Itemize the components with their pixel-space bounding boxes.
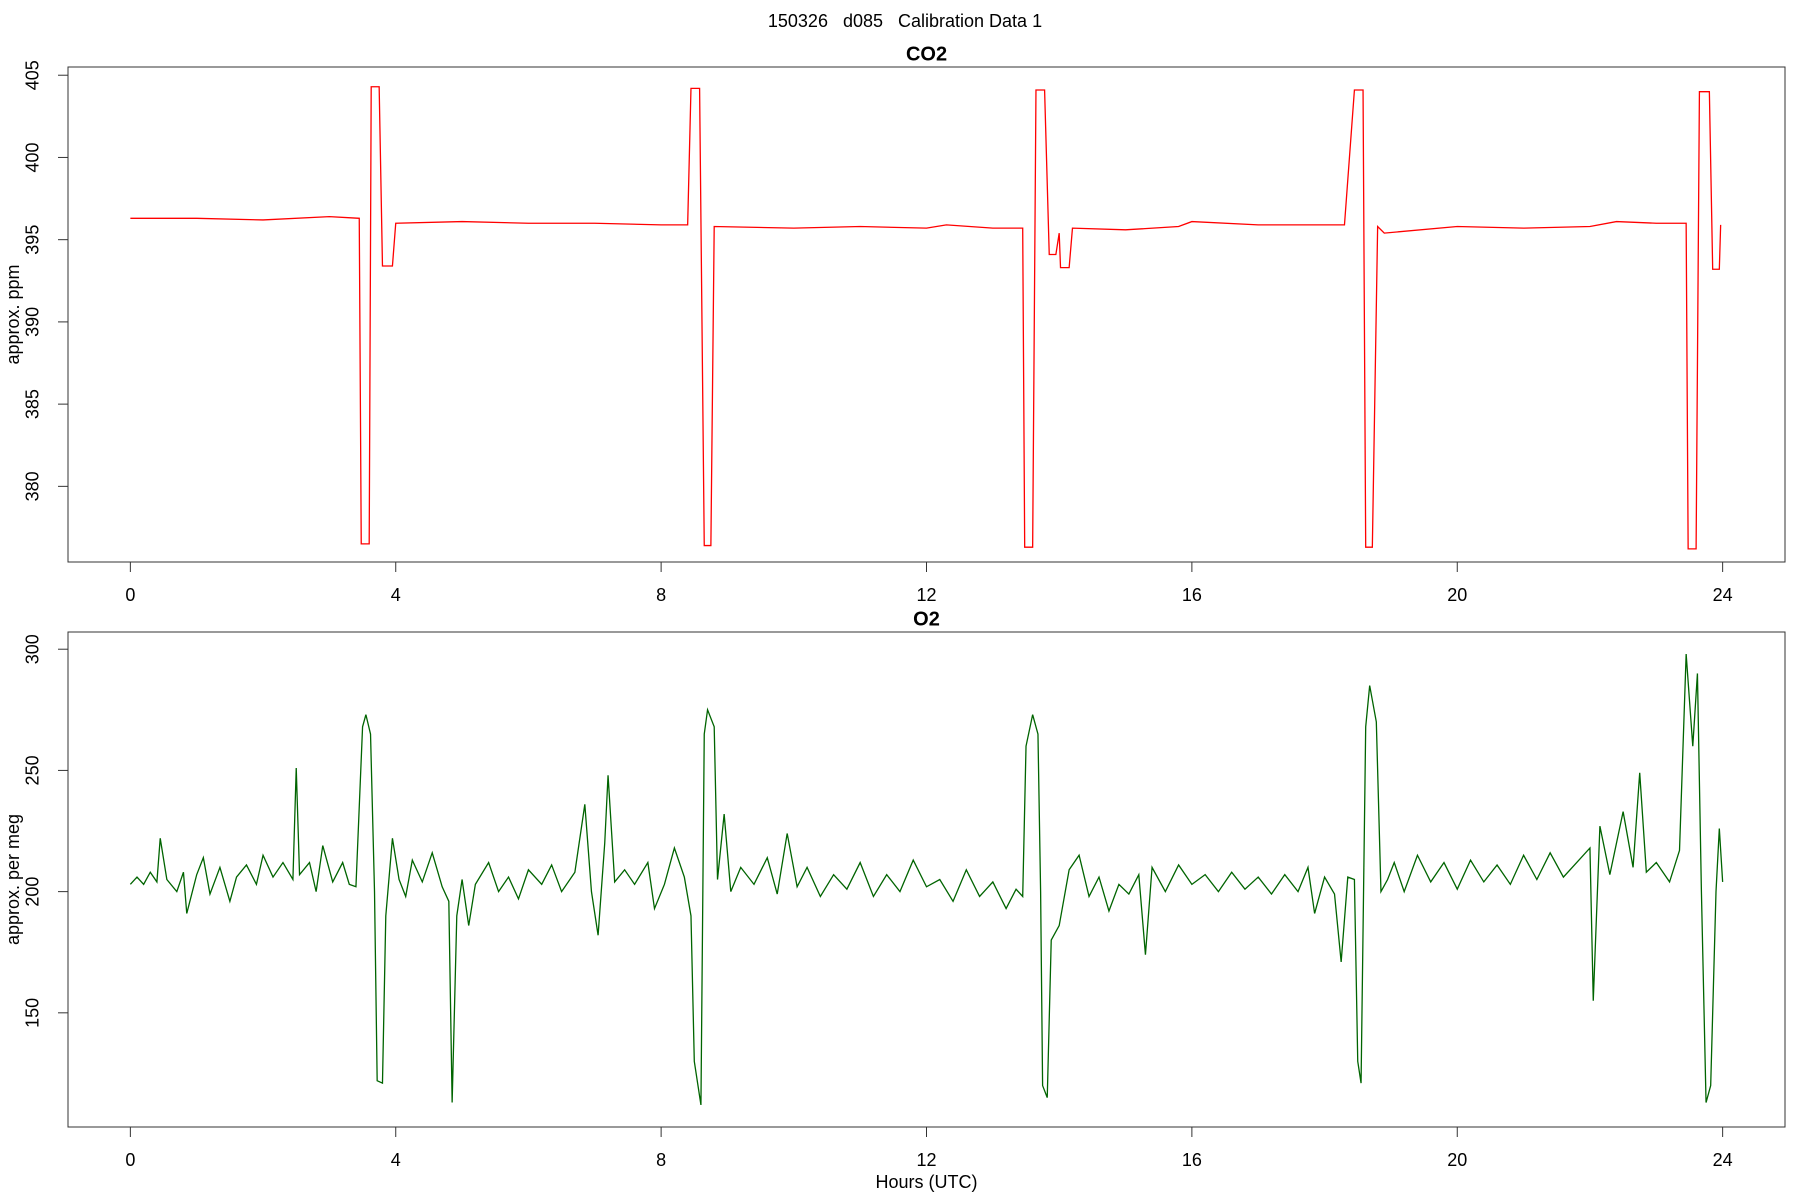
chart-title: O2	[913, 608, 940, 630]
x-tick-label: 24	[1713, 1150, 1733, 1170]
y-tick-label: 400	[23, 142, 43, 172]
y-axis-label: approx. per meg	[3, 814, 23, 945]
x-tick-label: 4	[391, 1150, 401, 1170]
x-tick-label: 12	[916, 1150, 936, 1170]
y-tick-label: 150	[23, 998, 43, 1028]
y-tick-label: 405	[23, 60, 43, 90]
data-line	[129, 654, 1724, 1106]
x-tick-label: 8	[656, 585, 666, 605]
x-tick-label: 8	[656, 1150, 666, 1170]
x-axis-label: Hours (UTC)	[876, 1172, 978, 1192]
x-tick-label: 12	[916, 585, 936, 605]
chart-title: CO2	[906, 43, 947, 65]
y-tick-label: 250	[23, 755, 43, 785]
x-tick-label: 24	[1713, 585, 1733, 605]
y-tick-label: 380	[23, 471, 43, 501]
data-line	[130, 86, 1722, 550]
x-tick-label: 16	[1182, 585, 1202, 605]
x-tick-label: 16	[1182, 1150, 1202, 1170]
y-tick-label: 390	[23, 307, 43, 337]
x-tick-label: 0	[125, 585, 135, 605]
y-tick-label: 385	[23, 389, 43, 419]
x-tick-label: 0	[125, 1150, 135, 1170]
page-title: 150326 d085 Calibration Data 1	[768, 11, 1042, 31]
x-tick-label: 20	[1447, 1150, 1467, 1170]
y-axis-label: approx. ppm	[3, 264, 23, 364]
plot-frame	[67, 66, 1786, 563]
plot-frame	[67, 631, 1786, 1128]
y-tick-label: 300	[23, 634, 43, 664]
y-tick-label: 395	[23, 225, 43, 255]
y-tick-label: 200	[23, 877, 43, 907]
x-tick-label: 20	[1447, 585, 1467, 605]
x-tick-label: 4	[391, 585, 401, 605]
